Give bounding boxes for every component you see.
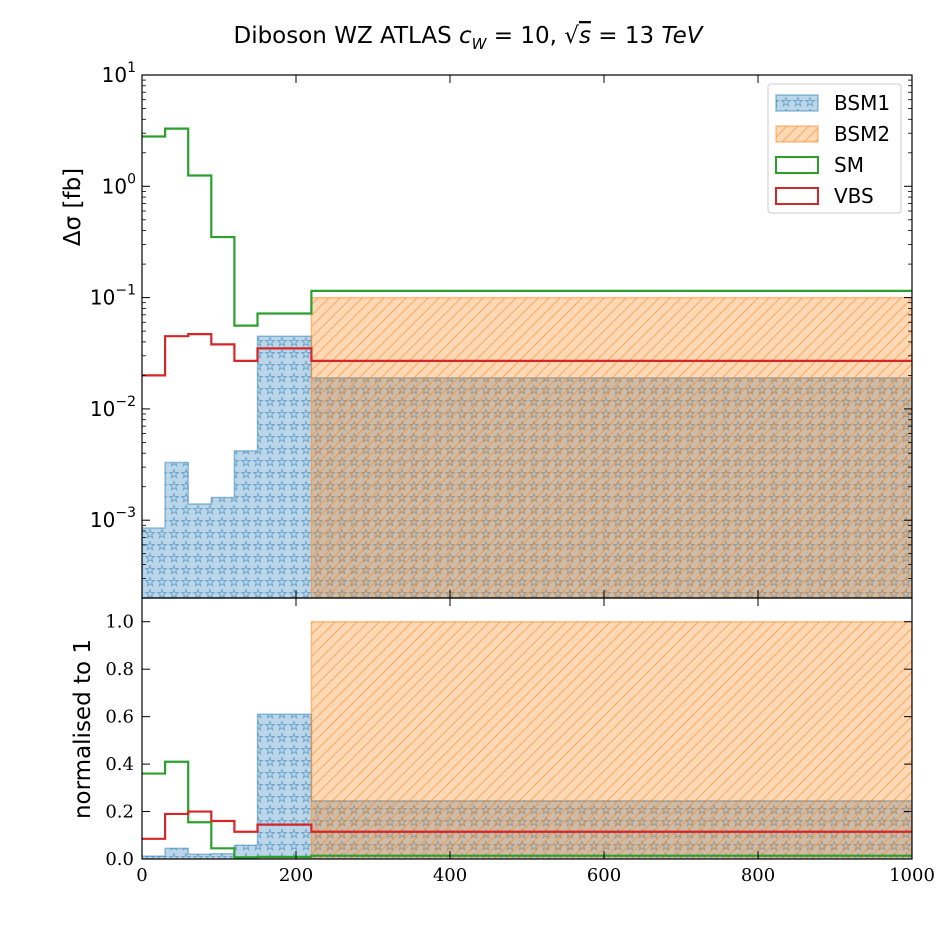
- legend-label-sm: SM: [834, 153, 864, 177]
- legend-label-bsm1: BSM1: [834, 91, 890, 115]
- bottom-bsm1-bar: [211, 853, 235, 859]
- bottom-bsm1-bar: [142, 856, 166, 859]
- bottom-x-tick-label: 1000: [889, 865, 935, 886]
- bottom-x-tick-label: 600: [587, 865, 621, 886]
- top-y-tick-label: 100: [102, 171, 136, 198]
- bottom-bsm1-bar: [257, 714, 312, 859]
- top-y-axis-label: Δσ [fb]: [60, 168, 86, 246]
- bottom-bsm1-bar: [188, 854, 212, 859]
- bottom-y-axis-label: normalised to 1: [70, 639, 96, 819]
- legend-swatch-bsm1: [775, 94, 819, 112]
- bottom-bsm1-bar: [165, 848, 189, 859]
- top-x-ticks: [141, 75, 913, 598]
- bottom-x-tick-label: 0: [136, 865, 147, 886]
- legend-swatch-bsm2: [775, 125, 819, 143]
- bottom-x-tick-label: 200: [279, 865, 313, 886]
- top-bsm2-outline: [142, 296, 912, 598]
- bottom-x-axis: 0 200 400 600 800 1000: [136, 598, 935, 886]
- top-bsm1-bar: [188, 503, 212, 598]
- bottom-y-tick-label: 0.8: [105, 659, 134, 680]
- top-bsm2-bar: [311, 297, 912, 598]
- legend-swatch-sm: [775, 156, 819, 174]
- top-y-tick-label: 10−3: [90, 505, 136, 532]
- bottom-bsm2-outline: [142, 620, 912, 859]
- figure-title: Diboson WZ ATLAS cW = 10, √s = 13 TeV: [233, 23, 704, 53]
- top-bsm1-bar: [234, 450, 258, 598]
- legend-label-bsm2: BSM2: [834, 122, 890, 146]
- bottom-y-tick-label: 0.0: [105, 849, 134, 870]
- bottom-bsm1-bar: [234, 845, 258, 859]
- top-panel: 101 100 10−1 10−2 10−3 Δσ [fb]: [60, 60, 913, 599]
- bottom-x-tick-label: 800: [741, 865, 775, 886]
- top-bsm1-bar: [257, 336, 312, 598]
- bottom-y-tick-label: 0.6: [105, 707, 134, 728]
- bottom-bsm2-bar: [311, 621, 912, 859]
- bottom-sm-step-line: [142, 760, 912, 859]
- top-vbs-step-line: [142, 332, 912, 377]
- top-y-tick-label: 101: [102, 60, 136, 87]
- bottom-y-tick-label: 0.2: [105, 802, 134, 823]
- top-bsm1-bar: [165, 462, 189, 598]
- top-bsm1-bar: [142, 528, 166, 598]
- top-y-tick-label: 10−2: [90, 394, 136, 421]
- top-y-axis: 101 100 10−1 10−2 10−3: [90, 60, 912, 599]
- legend-frame: [767, 83, 902, 214]
- legend-swatch-vbs: [775, 187, 819, 205]
- legend-label-vbs: VBS: [834, 184, 874, 208]
- bottom-y-axis: 0.0 0.2 0.4 0.6 0.8 1.0: [105, 612, 912, 870]
- bottom-x-tick-label: 400: [433, 865, 467, 886]
- bottom-y-tick-label: 0.4: [105, 754, 134, 775]
- bottom-panel: 0.0 0.2 0.4 0.6 0.8 1.0 0 200 400 600 800 1000 nor…: [70, 597, 935, 886]
- top-y-tick-label: 10−1: [90, 283, 136, 310]
- top-bsm1-bar: [211, 497, 235, 598]
- bottom-plot-frame: [141, 597, 913, 860]
- top-sm-step-line: [142, 127, 912, 327]
- legend: BSM1 BSM2 SM VBS: [767, 83, 902, 214]
- bottom-vbs-step-line: [142, 810, 912, 840]
- bottom-y-tick-label: 1.0: [105, 612, 134, 633]
